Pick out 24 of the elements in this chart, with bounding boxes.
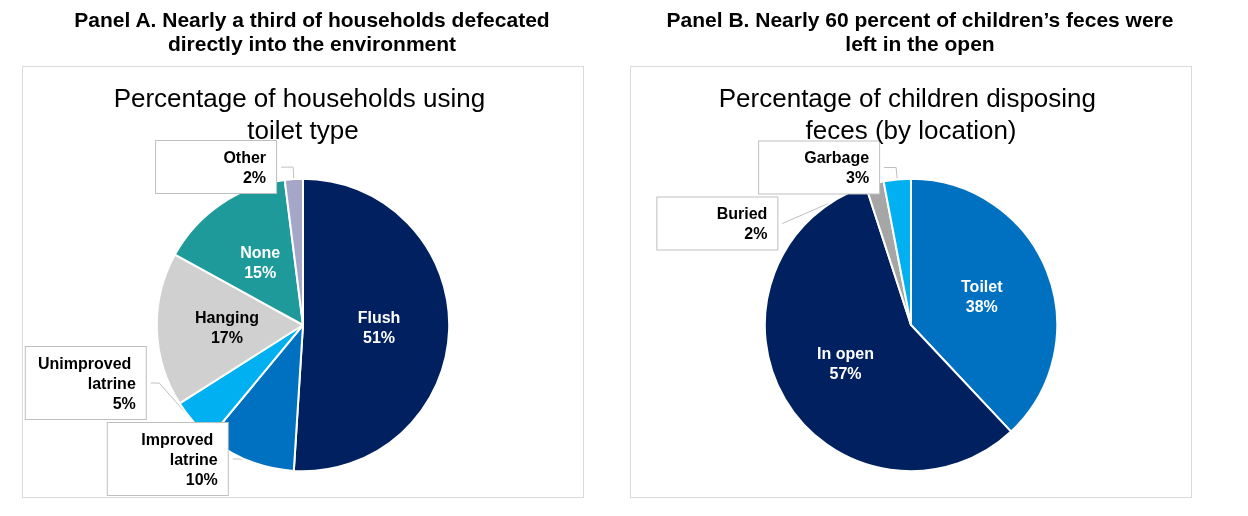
data-label: 10% xyxy=(185,470,218,488)
chart-title: Panel B. Nearly 60 percent of children’s feces were left in the open xyxy=(665,8,1175,57)
slice-label: Other xyxy=(223,148,267,166)
data-label: 38% xyxy=(965,298,998,316)
slice-label: Garbage xyxy=(804,149,870,166)
data-label: 17% xyxy=(210,328,243,346)
data-label: 51% xyxy=(363,328,396,346)
slice-label: Hanging xyxy=(194,308,259,326)
data-label: 15% xyxy=(244,263,277,281)
slice-label: Improved latrine xyxy=(141,430,218,468)
slice-label: Toilet xyxy=(961,278,1004,296)
slice-label: Flush xyxy=(357,308,401,326)
data-label: 5% xyxy=(112,394,136,412)
data-label: 57% xyxy=(829,365,862,383)
chart-title: Panel A. Nearly a third of households defecated directly into the environment xyxy=(73,8,551,57)
slice-label: None xyxy=(240,243,281,261)
chart-subtitle: Percentage of households using toilet type xyxy=(113,83,493,145)
chart-subtitle: Percentage of children disposing feces (by location) xyxy=(718,83,1104,145)
data-label: 2% xyxy=(242,168,267,186)
slice-label: In open xyxy=(817,345,874,363)
slice-label: Unimproved latrine xyxy=(37,354,136,392)
slice-label: Buried xyxy=(716,205,768,222)
data-label: 2% xyxy=(744,225,768,242)
data-label: 3% xyxy=(845,169,870,186)
